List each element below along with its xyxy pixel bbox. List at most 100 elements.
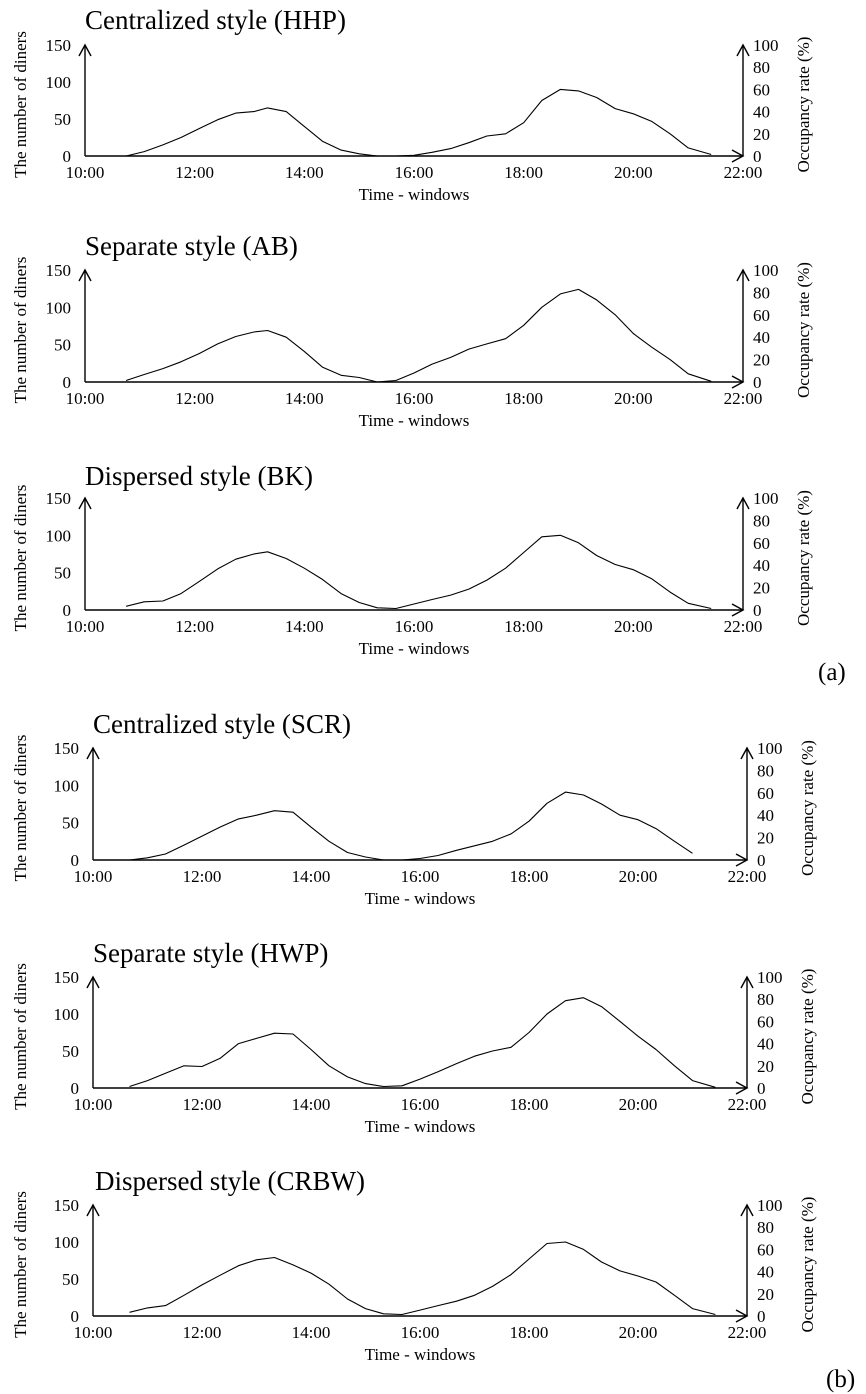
x-tick-label: 14:00 — [292, 1323, 331, 1342]
x-tick-label: 10:00 — [66, 389, 105, 408]
y-tick-label: 50 — [62, 1270, 79, 1289]
y-tick-label: 0 — [63, 373, 72, 392]
y2-tick-label: 20 — [757, 1285, 774, 1304]
y2-tick-label: 80 — [757, 761, 774, 780]
chart-panel: Separate style (AB) 10:00 12:00 14:00 16:00 1… — [11, 231, 813, 430]
y-axis-label: The number of diners — [11, 1191, 30, 1338]
y2-tick-label: 20 — [753, 579, 770, 598]
x-tick-label: 22:00 — [728, 867, 767, 886]
y2-tick-label: 80 — [757, 990, 774, 1009]
x-tick-label: 18:00 — [504, 163, 543, 182]
y2-tick-label: 20 — [753, 351, 770, 370]
y2-axis-label: Occupancy rate (%) — [794, 490, 813, 626]
y-axis-left-arrow — [78, 43, 92, 57]
x-axis-label: Time - windows — [365, 1117, 476, 1136]
x-tick-label: 10:00 — [66, 617, 105, 636]
x-tick-label: 18:00 — [510, 1095, 549, 1114]
chart-title: Dispersed style (BK) — [85, 461, 313, 491]
y-axis-label: The number of diners — [11, 31, 30, 178]
y2-axis-label: Occupancy rate (%) — [798, 969, 817, 1105]
y2-tick-label: 40 — [753, 103, 770, 122]
chart-title: Separate style (AB) — [85, 231, 298, 261]
y-axis-label: The number of diners — [11, 485, 30, 632]
series-line — [125, 534, 712, 610]
x-tick-label: 20:00 — [619, 1095, 658, 1114]
x-tick-label: 20:00 — [614, 389, 653, 408]
x-tick-label: 12:00 — [183, 1323, 222, 1342]
x-axis-arrow — [731, 375, 745, 389]
x-tick-label: 14:00 — [285, 163, 324, 182]
y-axis-label: The number of diners — [11, 735, 30, 882]
chart-title: Centralized style (SCR) — [93, 709, 351, 739]
chart-title: Centralized style (HHP) — [85, 5, 346, 35]
x-tick-label: 16:00 — [401, 1095, 440, 1114]
x-tick-label: 18:00 — [504, 389, 543, 408]
y-axis-label: The number of diners — [11, 257, 30, 404]
x-axis-label: Time - windows — [359, 185, 470, 204]
x-axis-arrow — [735, 1309, 749, 1323]
y-tick-label: 0 — [63, 601, 72, 620]
y2-tick-label: 0 — [753, 601, 762, 620]
y-tick-label: 50 — [54, 336, 71, 355]
y-axis-right-arrow — [736, 43, 750, 57]
chart-panel: Dispersed style (BK) 10:00 12:00 14:00 16:00… — [11, 461, 813, 658]
x-tick-label: 20:00 — [619, 867, 658, 886]
y2-tick-label: 60 — [753, 534, 770, 553]
y-tick-label: 100 — [54, 1005, 80, 1024]
y2-tick-label: 60 — [753, 306, 770, 325]
x-tick-label: 16:00 — [401, 1323, 440, 1342]
y2-tick-label: 40 — [753, 328, 770, 347]
y2-tick-label: 80 — [753, 58, 770, 77]
x-tick-label: 18:00 — [504, 617, 543, 636]
y-tick-label: 0 — [63, 147, 72, 166]
y2-tick-label: 20 — [753, 125, 770, 144]
y-tick-label: 50 — [54, 564, 71, 583]
x-tick-label: 20:00 — [614, 163, 653, 182]
x-tick-label: 12:00 — [183, 867, 222, 886]
x-tick-label: 22:00 — [724, 389, 763, 408]
y2-axis-label: Occupancy rate (%) — [794, 37, 813, 173]
y-axis-left-arrow — [78, 268, 92, 282]
x-tick-label: 14:00 — [292, 1095, 331, 1114]
y2-axis-label: Occupancy rate (%) — [798, 1197, 817, 1333]
x-tick-label: 10:00 — [66, 163, 105, 182]
x-axis-arrow — [735, 853, 749, 867]
y2-tick-label: 60 — [757, 1012, 774, 1031]
y-axis-left-arrow — [78, 496, 92, 510]
y-tick-label: 50 — [62, 814, 79, 833]
y-axis-right-arrow — [740, 1203, 754, 1217]
y2-tick-label: 60 — [757, 784, 774, 803]
chart-title: Separate style (HWP) — [93, 938, 328, 968]
y-axis-right-arrow — [736, 496, 750, 510]
y-axis-left-arrow — [86, 746, 100, 760]
x-axis-arrow — [735, 1081, 749, 1095]
x-axis-arrow — [731, 149, 745, 163]
y2-tick-label: 100 — [757, 1196, 783, 1215]
y2-tick-label: 100 — [757, 739, 783, 758]
x-tick-label: 20:00 — [619, 1323, 658, 1342]
y2-axis-label: Occupancy rate (%) — [798, 740, 817, 876]
x-tick-label: 22:00 — [724, 163, 763, 182]
y-axis-left-arrow — [86, 1203, 100, 1217]
y2-tick-label: 60 — [753, 80, 770, 99]
y-axis-label: The number of diners — [11, 963, 30, 1110]
y-axis-right-arrow — [740, 746, 754, 760]
y2-tick-label: 20 — [757, 1057, 774, 1076]
y-tick-label: 150 — [54, 1196, 80, 1215]
x-tick-label: 12:00 — [175, 617, 214, 636]
y2-tick-label: 100 — [753, 36, 779, 55]
x-axis-label: Time - windows — [365, 889, 476, 908]
y-tick-label: 100 — [46, 73, 72, 92]
series-line — [129, 1241, 716, 1316]
chart-panel: Centralized style (SCR) 10:00 12:00 14:00 16… — [11, 709, 817, 908]
y2-tick-label: 0 — [753, 373, 762, 392]
panel-label-b: (b) — [826, 1366, 855, 1393]
y-tick-label: 100 — [46, 298, 72, 317]
x-tick-label: 14:00 — [285, 617, 324, 636]
x-tick-label: 12:00 — [175, 163, 214, 182]
series-line — [129, 791, 693, 861]
chart-title: Dispersed style (CRBW) — [95, 1166, 365, 1196]
x-tick-label: 16:00 — [401, 867, 440, 886]
x-tick-label: 16:00 — [395, 617, 434, 636]
y-tick-label: 0 — [71, 1307, 80, 1326]
